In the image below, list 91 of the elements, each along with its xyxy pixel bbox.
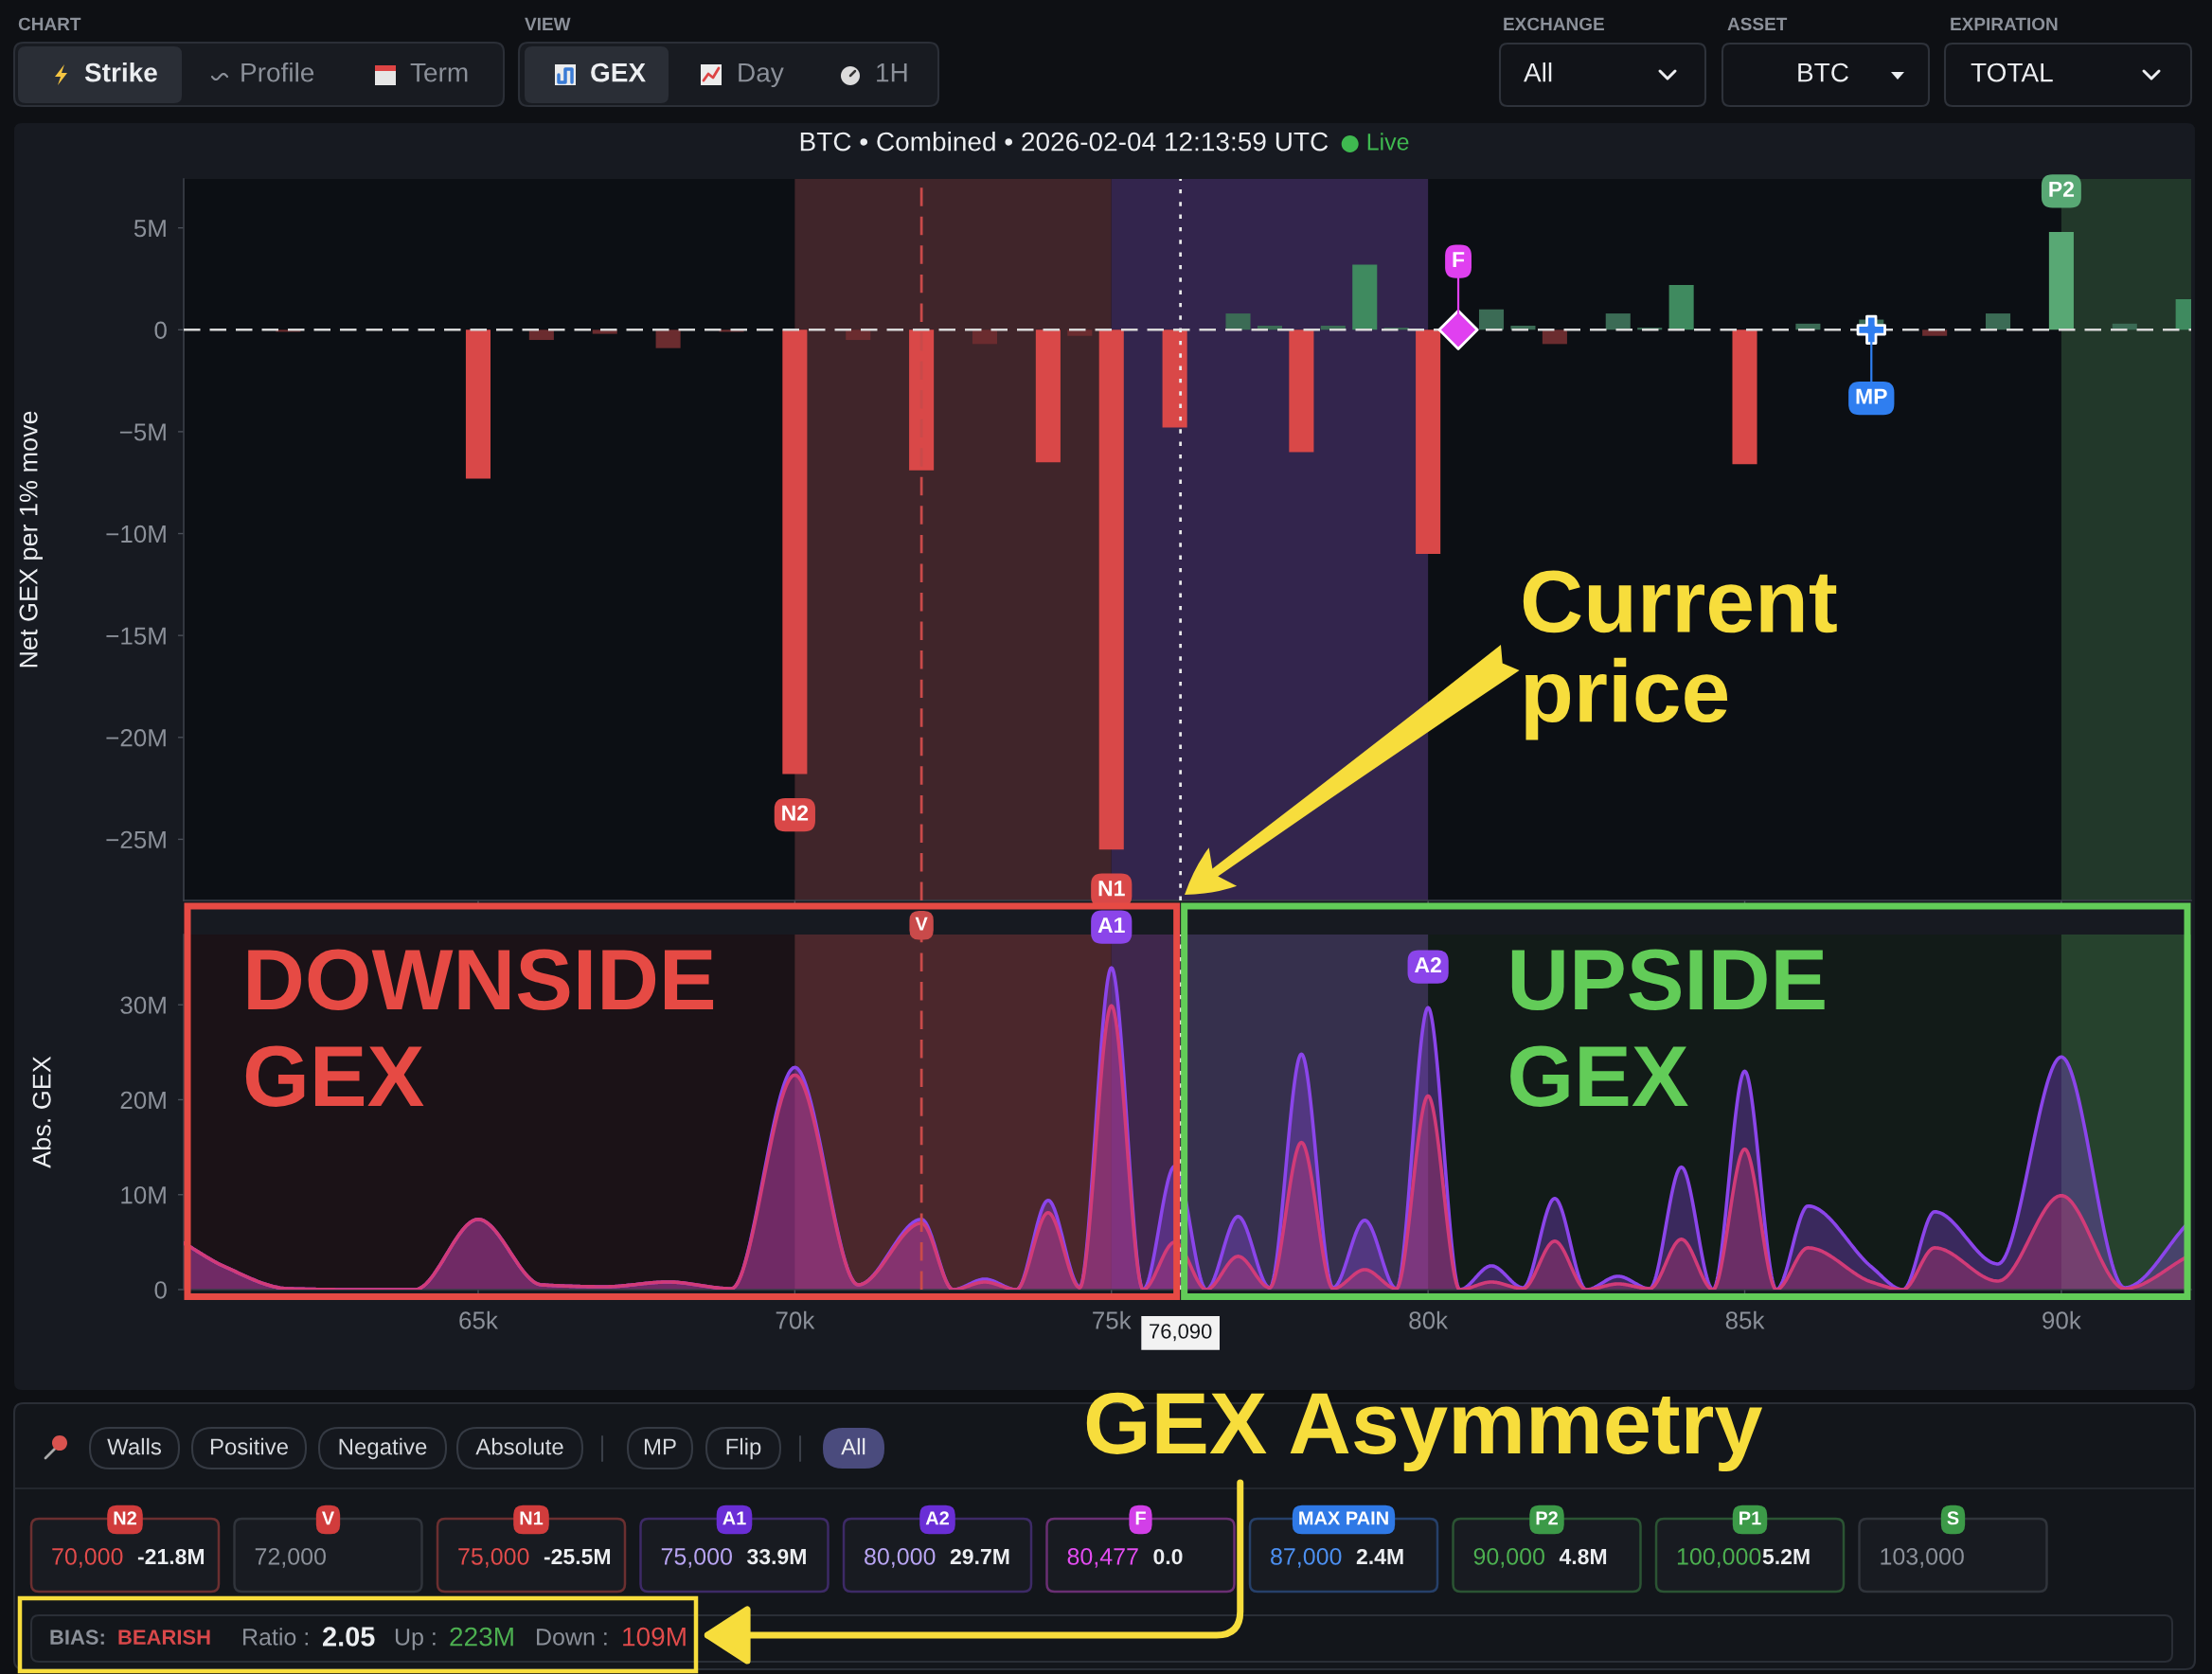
y-tick-label: 30M: [120, 996, 166, 1014]
x-tick-label: 65k: [459, 1310, 498, 1329]
text: 4.8M: [1559, 1548, 1607, 1565]
text: 33.9M: [747, 1548, 806, 1565]
y-tick-label: 10M: [121, 1186, 166, 1204]
x-tick-label: 70k: [776, 1310, 815, 1329]
annotation: A2: [1415, 957, 1441, 973]
y-tick-label: 20M: [120, 1091, 166, 1110]
text: Up :: [395, 1629, 436, 1650]
text: BIAS:: [50, 1629, 104, 1645]
text: All: [841, 1437, 865, 1455]
y-tick-label: −5M: [119, 423, 166, 441]
text: 87,000: [1271, 1548, 1342, 1568]
text: MP: [644, 1438, 676, 1455]
text: MAX PAIN: [1299, 1511, 1388, 1525]
text: Walls: [107, 1437, 162, 1455]
text: Flip: [726, 1437, 761, 1460]
text: Term: [410, 62, 468, 82]
x-tick-label: 80k: [1409, 1310, 1449, 1329]
y-tick-label: 0: [154, 1281, 167, 1299]
text: ASSET: [1727, 17, 1788, 31]
x-tick-label: 75k: [1093, 1310, 1132, 1329]
text: 5.2M: [1762, 1548, 1810, 1565]
text: 103,000: [1881, 1548, 1964, 1568]
text: 29.7M: [950, 1548, 1009, 1565]
text: GEX Asymmetry: [1086, 1392, 1763, 1472]
text: Profile: [241, 62, 314, 82]
text: V: [321, 1511, 335, 1525]
y-tick-label: 5M: [134, 220, 166, 238]
text: Strike: [84, 62, 157, 82]
text: F: [1453, 252, 1465, 268]
band-label: DOWNSIDE GEX: [245, 949, 714, 1107]
text: 80,000: [865, 1548, 936, 1568]
text: 2.4M: [1356, 1548, 1403, 1564]
annotation: P2: [2049, 181, 2075, 197]
y-tick-label: −15M: [106, 627, 166, 645]
text: -25.5M: [544, 1548, 611, 1565]
y-axis-title: Net GEX per 1% move: [19, 411, 43, 668]
text: 109M: [623, 1627, 686, 1647]
text: 80,477: [1067, 1548, 1138, 1568]
annotation: Current price: [1523, 570, 1837, 740]
ref-line-label: 76,090: [1150, 1324, 1212, 1342]
text: A2: [925, 1511, 949, 1525]
text: Positive: [210, 1437, 288, 1455]
text: A1: [722, 1511, 746, 1525]
annotation: N1: [1098, 881, 1125, 897]
y-tick-label: −10M: [106, 525, 166, 543]
text: Down :: [537, 1629, 607, 1646]
text: 2.05: [323, 1627, 375, 1647]
text: 100,000: [1677, 1548, 1761, 1568]
text: P2: [1536, 1511, 1558, 1525]
text: GEX: [591, 62, 646, 82]
text: N1: [520, 1511, 544, 1525]
text: 223M: [450, 1627, 513, 1647]
text: 75,000: [458, 1548, 529, 1568]
legend-label: MP: [1856, 388, 1887, 404]
text: 72,000: [255, 1548, 326, 1568]
text: Absolute: [475, 1437, 563, 1455]
y-tick-label: 0: [154, 321, 167, 339]
text: Day: [739, 62, 784, 88]
text: 0.0: [1153, 1548, 1183, 1565]
text: P1: [1739, 1511, 1761, 1525]
text: BTC: [1798, 62, 1848, 82]
text: CHART: [18, 17, 81, 31]
text: -21.8M: [137, 1548, 205, 1565]
annotation: N2: [782, 805, 809, 821]
y-tick-label: −25M: [106, 830, 166, 849]
text: All: [1524, 62, 1552, 82]
text: 1H: [877, 62, 907, 82]
text: N2: [114, 1511, 136, 1525]
annotation: A1: [1097, 917, 1125, 933]
text: EXCHANGE: [1504, 17, 1604, 31]
ref-line-label: V: [915, 917, 928, 931]
text: EXPIRATION: [1951, 17, 2058, 31]
text: 90,000: [1473, 1548, 1544, 1568]
text: TOTAL: [1971, 62, 2053, 82]
chart-subtitle: Live: [1367, 133, 1409, 151]
text: VIEW: [525, 17, 571, 30]
band-label: UPSIDE GEX: [1510, 949, 1825, 1107]
x-tick-label: 90k: [2043, 1310, 2081, 1329]
y-axis-title: Abs. GEX: [31, 1056, 51, 1168]
y-tick-label: −20M: [106, 729, 166, 747]
text: 70,000: [52, 1548, 123, 1568]
text: 75,000: [661, 1548, 732, 1568]
text: BEARISH: [118, 1629, 210, 1645]
text: Negative: [339, 1437, 427, 1460]
text: S: [1947, 1511, 1959, 1525]
text: Ratio :: [243, 1628, 308, 1646]
x-tick-label: 85k: [1725, 1310, 1765, 1329]
chart-title: BTC • Combined • 2026-02-04 12:13:59 UTC: [800, 131, 1329, 151]
text: F: [1135, 1511, 1146, 1525]
